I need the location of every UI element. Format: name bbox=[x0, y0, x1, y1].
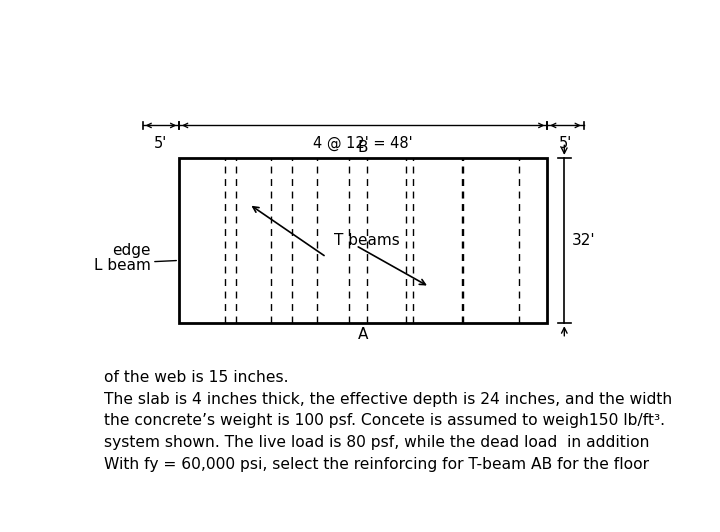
Text: edge: edge bbox=[112, 243, 150, 258]
Text: With fy = 60,000 psi, select the reinforcing for T-beam AB for the floor: With fy = 60,000 psi, select the reinfor… bbox=[104, 456, 649, 471]
Text: 5': 5' bbox=[154, 136, 168, 151]
Text: system shown. The live load is 80 psf, while the dead load  in addition: system shown. The live load is 80 psf, w… bbox=[104, 435, 649, 450]
Text: B: B bbox=[358, 139, 369, 154]
Text: 4 @ 12' = 48': 4 @ 12' = 48' bbox=[313, 136, 413, 152]
Text: The slab is 4 inches thick, the effective depth is 24 inches, and the width: The slab is 4 inches thick, the effectiv… bbox=[104, 392, 672, 407]
Text: 32': 32' bbox=[572, 233, 595, 248]
Text: L beam: L beam bbox=[94, 258, 150, 273]
Text: 5': 5' bbox=[559, 136, 572, 151]
Text: of the web is 15 inches.: of the web is 15 inches. bbox=[104, 370, 289, 385]
Text: A: A bbox=[358, 327, 369, 342]
Text: T beams: T beams bbox=[334, 233, 400, 248]
Bar bbox=[179, 158, 547, 323]
Text: the concrete’s weight is 100 psf. Concete is assumed to weigh150 lb/ft³.: the concrete’s weight is 100 psf. Concet… bbox=[104, 413, 665, 428]
